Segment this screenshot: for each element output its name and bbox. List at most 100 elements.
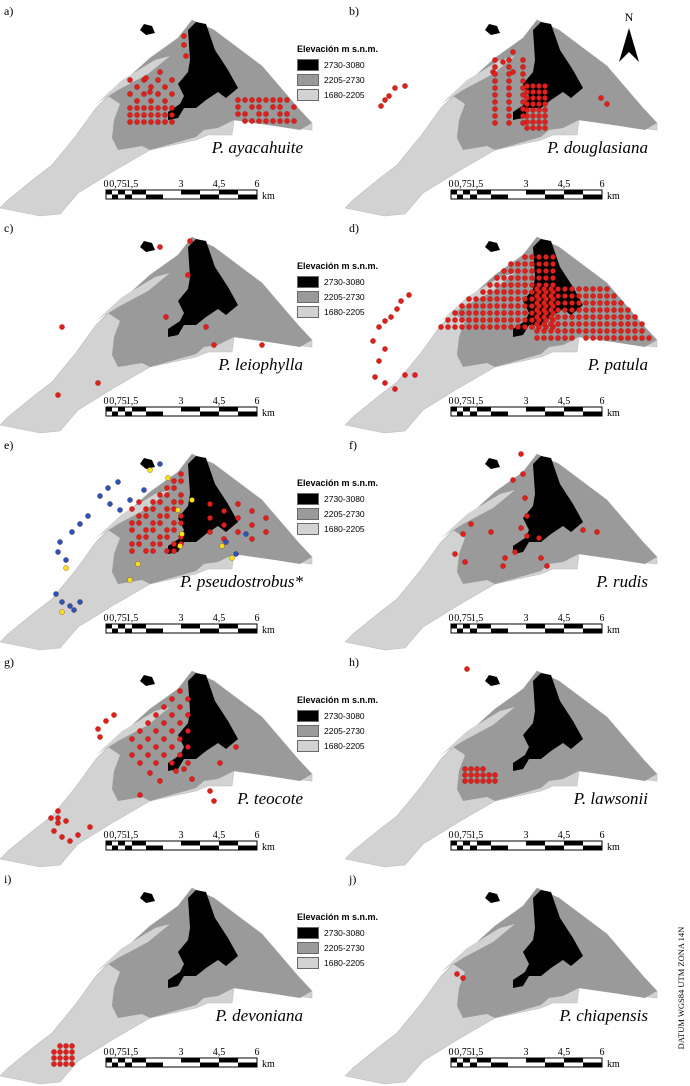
occurrence-point bbox=[171, 548, 177, 554]
occurrence-point bbox=[576, 307, 582, 313]
legend-title: Elevación m s.n.m. bbox=[297, 44, 379, 54]
occurrence-point bbox=[466, 303, 472, 309]
occurrence-point bbox=[583, 300, 589, 306]
legend-swatch bbox=[297, 58, 319, 71]
scale-tick-label: 3 bbox=[179, 1047, 184, 1058]
occurrence-point bbox=[178, 513, 184, 519]
legend-swatch bbox=[297, 305, 319, 318]
scale-tick-label: 0 bbox=[449, 396, 454, 407]
scale-tick-label: 4,5 bbox=[213, 179, 226, 190]
occurrence-point bbox=[487, 310, 493, 316]
legend-label: 2205-2730 bbox=[324, 508, 365, 519]
scale-tick-label: 0 bbox=[449, 179, 454, 190]
scale-unit: km bbox=[607, 408, 620, 419]
occurrence-point bbox=[185, 272, 191, 278]
legend-title: Elevación m s.n.m. bbox=[297, 695, 379, 705]
occurrence-point bbox=[95, 380, 101, 386]
occurrence-point bbox=[583, 321, 589, 327]
occurrence-point bbox=[69, 1055, 75, 1061]
occurrence-point bbox=[508, 282, 514, 288]
occurrence-point bbox=[473, 310, 479, 316]
occurrence-point bbox=[508, 289, 514, 295]
occurrence-point bbox=[157, 69, 163, 75]
occurrence-point bbox=[147, 467, 153, 473]
occurrence-point bbox=[378, 103, 384, 109]
occurrence-point bbox=[510, 477, 516, 483]
occurrence-points bbox=[127, 33, 297, 125]
occurrence-point bbox=[518, 451, 524, 457]
occurrence-point bbox=[492, 92, 498, 98]
occurrence-point bbox=[522, 268, 528, 274]
occurrence-point bbox=[67, 838, 73, 844]
occurrence-point bbox=[536, 261, 542, 267]
occurrence-point bbox=[520, 78, 526, 84]
panel-letter: b) bbox=[349, 4, 359, 18]
elevation-legend: Elevación m s.n.m. 2730-3080 2205-2730 1680… bbox=[297, 912, 397, 970]
occurrence-point bbox=[590, 335, 596, 341]
occurrence-points bbox=[370, 254, 652, 392]
occurrence-point bbox=[515, 310, 521, 316]
occurrence-point bbox=[506, 85, 512, 91]
scale-tick-label: 4,5 bbox=[558, 396, 571, 407]
occurrence-point bbox=[473, 324, 479, 330]
species-label: P. pseudostrobus* bbox=[180, 572, 303, 591]
scale-tick-label: 0,75 bbox=[454, 1047, 472, 1058]
occurrence-point bbox=[157, 778, 163, 784]
occurrence-point bbox=[143, 75, 149, 81]
legend-label: 1680-2205 bbox=[324, 523, 365, 534]
occurrence-point bbox=[150, 541, 156, 547]
occurrence-point bbox=[543, 261, 549, 267]
occurrence-point bbox=[515, 303, 521, 309]
occurrence-point bbox=[550, 275, 556, 281]
legend-label: 1680-2205 bbox=[324, 740, 365, 751]
occurrence-point bbox=[454, 971, 460, 977]
occurrence-point bbox=[506, 71, 512, 77]
occurrence-point bbox=[127, 119, 133, 125]
occurrence-point bbox=[524, 533, 530, 539]
occurrence-point bbox=[63, 1055, 69, 1061]
occurrence-point bbox=[161, 736, 167, 742]
legend-row: 2730-3080 bbox=[297, 708, 397, 723]
occurrence-point bbox=[85, 513, 91, 519]
occurrence-point bbox=[67, 603, 73, 609]
occurrence-point bbox=[129, 541, 135, 547]
occurrence-point bbox=[157, 499, 163, 505]
scale-tick-label: 3 bbox=[524, 1047, 529, 1058]
occurrence-point bbox=[506, 113, 512, 119]
elevation-zone-high bbox=[513, 456, 583, 554]
occurrence-point bbox=[155, 105, 161, 111]
occurrence-point bbox=[508, 275, 514, 281]
occurrence-points bbox=[462, 666, 498, 784]
peak-patch bbox=[140, 458, 155, 469]
occurrence-points bbox=[452, 451, 600, 569]
occurrence-point bbox=[534, 335, 540, 341]
occurrence-point bbox=[474, 766, 480, 772]
panel-letter: e) bbox=[4, 438, 14, 452]
occurrence-point bbox=[164, 506, 170, 512]
occurrence-point bbox=[594, 529, 600, 535]
occurrence-point bbox=[179, 531, 185, 537]
occurrence-point bbox=[524, 513, 530, 519]
species-label: P. lawsonii bbox=[573, 789, 648, 808]
occurrence-point bbox=[542, 95, 548, 101]
legend-row: 1680-2205 bbox=[297, 738, 397, 753]
occurrence-point bbox=[134, 98, 140, 104]
occurrence-point bbox=[501, 324, 507, 330]
occurrence-point bbox=[127, 577, 133, 583]
datum-note: DATUM WGS84 UTM ZONA 14N bbox=[672, 905, 686, 1075]
occurrence-point bbox=[487, 317, 493, 323]
occurrence-point bbox=[492, 120, 498, 126]
occurrence-point bbox=[243, 531, 249, 537]
occurrence-point bbox=[501, 289, 507, 295]
panel-letter: a) bbox=[4, 4, 14, 18]
occurrence-point bbox=[480, 296, 486, 302]
occurrence-point bbox=[632, 335, 638, 341]
occurrence-point bbox=[515, 317, 521, 323]
elevation-zone-high bbox=[513, 673, 583, 771]
occurrence-point bbox=[141, 91, 147, 97]
legend-title: Elevación m s.n.m. bbox=[297, 261, 379, 271]
occurrence-point bbox=[51, 1055, 57, 1061]
occurrence-point bbox=[235, 97, 241, 103]
legend-row: 2205-2730 bbox=[297, 72, 397, 87]
occurrence-point bbox=[480, 317, 486, 323]
